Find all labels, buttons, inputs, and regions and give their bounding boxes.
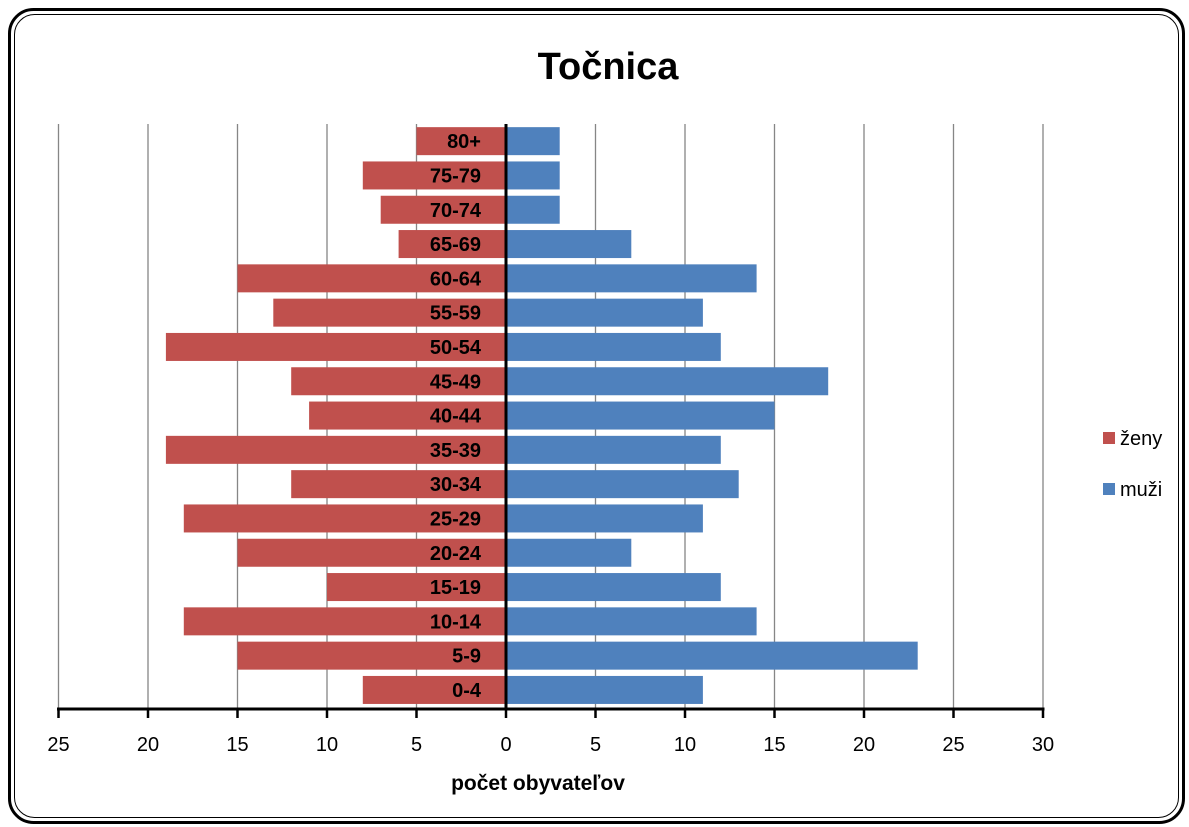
bar-series0-0-4 bbox=[362, 675, 506, 704]
x-tick-label: 20 bbox=[853, 734, 875, 756]
category-label: 15-19 bbox=[430, 577, 481, 599]
bar-series1-80plus bbox=[506, 127, 560, 156]
category-label: 50-54 bbox=[430, 337, 482, 359]
bar-series1-20-24 bbox=[506, 538, 632, 567]
x-tick-label: 30 bbox=[1032, 734, 1054, 756]
bar-series0-20-24 bbox=[237, 538, 506, 567]
bar-series0-40-44 bbox=[309, 401, 506, 430]
bar-series1-30-34 bbox=[506, 470, 739, 499]
bar-series1-25-29 bbox=[506, 504, 703, 533]
bar-series0-55-59 bbox=[273, 298, 506, 327]
category-label: 10-14 bbox=[430, 611, 482, 633]
bar-series1-65-69 bbox=[506, 230, 632, 259]
bar-series0-30-34 bbox=[291, 470, 506, 499]
category-label: 55-59 bbox=[430, 303, 481, 325]
bar-series0-65-69 bbox=[398, 230, 506, 259]
x-tick-label: 5 bbox=[590, 734, 601, 756]
bar-series0-70-74 bbox=[380, 195, 506, 224]
legend-swatch-zeny bbox=[1103, 432, 1115, 444]
x-tick-label: 15 bbox=[226, 734, 248, 756]
bar-series1-50-54 bbox=[506, 332, 721, 361]
bar-series0-25-29 bbox=[183, 504, 507, 533]
chart-frame-inner bbox=[14, 14, 1179, 818]
bar-series1-55-59 bbox=[506, 298, 703, 327]
bar-series1-70-74 bbox=[506, 195, 560, 224]
category-label: 75-79 bbox=[430, 165, 481, 187]
bar-series0-5-9 bbox=[237, 641, 506, 670]
legend-label-zeny: ženy bbox=[1120, 428, 1162, 450]
legend-swatch-muzi bbox=[1103, 483, 1115, 495]
x-tick-label: 15 bbox=[763, 734, 785, 756]
bar-series0-45-49 bbox=[291, 367, 506, 396]
bar-series0-60-64 bbox=[237, 264, 506, 293]
category-label: 30-34 bbox=[430, 474, 482, 496]
x-tick-label: 5 bbox=[411, 734, 422, 756]
x-tick-label: 0 bbox=[500, 734, 511, 756]
x-tick-label: 10 bbox=[316, 734, 338, 756]
bar-series1-75-79 bbox=[506, 161, 560, 190]
bar-series0-80plus bbox=[416, 127, 506, 156]
bar-series0-50-54 bbox=[165, 332, 506, 361]
category-label: 60-64 bbox=[430, 268, 482, 290]
bar-series0-15-19 bbox=[327, 573, 506, 602]
x-tick-label: 25 bbox=[942, 734, 964, 756]
x-axis-title: počet obyvateľov bbox=[451, 772, 625, 795]
bar-series1-40-44 bbox=[506, 401, 775, 430]
bar-series1-60-64 bbox=[506, 264, 757, 293]
legend-label-muzi: muži bbox=[1120, 479, 1162, 501]
bar-series1-35-39 bbox=[506, 435, 721, 464]
category-label: 5-9 bbox=[452, 646, 481, 668]
category-label: 0-4 bbox=[452, 680, 482, 702]
bar-series1-15-19 bbox=[506, 573, 721, 602]
bar-series0-75-79 bbox=[362, 161, 506, 190]
x-tick-label: 25 bbox=[47, 734, 69, 756]
category-label: 20-24 bbox=[430, 543, 482, 565]
category-label: 70-74 bbox=[430, 200, 482, 222]
x-tick-labels: 25 20 15 10 5 0 5 10 15 20 25 30 bbox=[47, 734, 1054, 756]
bars bbox=[165, 127, 918, 704]
axes bbox=[57, 124, 1045, 718]
bar-series1-0-4 bbox=[506, 675, 703, 704]
bar-series0-35-39 bbox=[165, 435, 506, 464]
legend: ženy muži bbox=[1103, 428, 1162, 501]
category-label: 80+ bbox=[447, 131, 481, 153]
x-tick-label: 20 bbox=[137, 734, 159, 756]
bar-series1-10-14 bbox=[506, 607, 757, 636]
category-labels: 0-4 5-9 10-14 15-19 20-24 25-29 30-34 35-39 40-4… bbox=[430, 131, 482, 702]
category-label: 35-39 bbox=[430, 440, 481, 462]
bar-series1-45-49 bbox=[506, 367, 829, 396]
category-label: 25-29 bbox=[430, 508, 481, 530]
category-label: 65-69 bbox=[430, 234, 481, 256]
x-tick-label: 10 bbox=[674, 734, 696, 756]
bar-series1-5-9 bbox=[506, 641, 918, 670]
chart-title: Točnica bbox=[538, 46, 680, 88]
category-label: 45-49 bbox=[430, 371, 481, 393]
category-label: 40-44 bbox=[430, 406, 482, 428]
bar-series0-10-14 bbox=[183, 607, 507, 636]
